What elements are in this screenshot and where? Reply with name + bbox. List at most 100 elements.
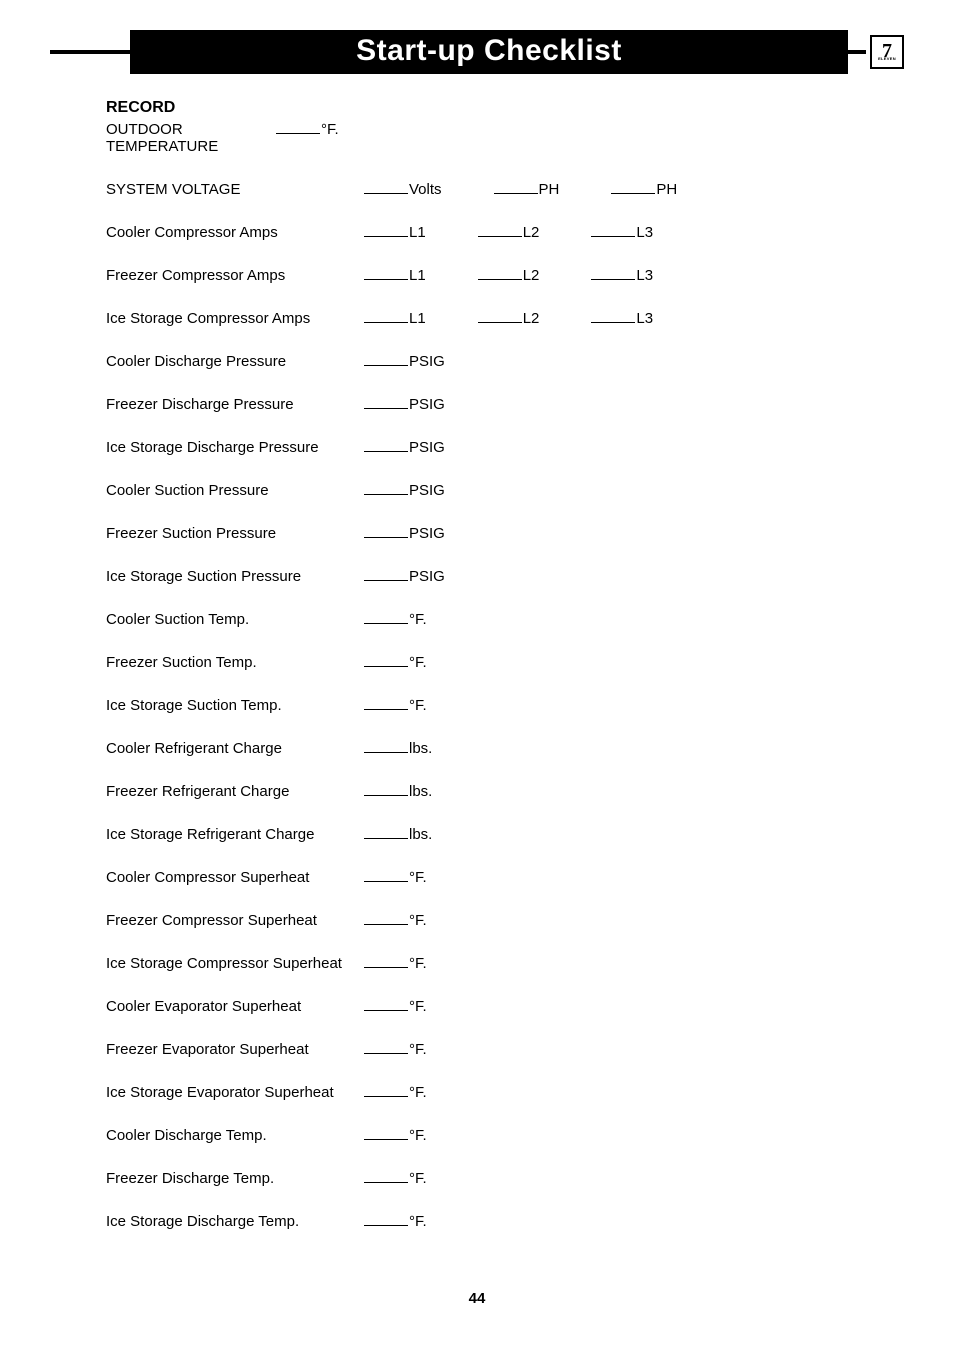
- row-label: Cooler Refrigerant Charge: [106, 740, 364, 757]
- blank-line: [364, 1082, 408, 1097]
- unit-label: PSIG: [409, 568, 445, 585]
- unit-label: PH: [656, 181, 677, 198]
- unit-label: PSIG: [409, 525, 445, 542]
- row-label: Freezer Suction Pressure: [106, 525, 364, 542]
- unit-label: lbs.: [409, 740, 432, 757]
- blank-line: [276, 119, 320, 134]
- row-outdoor-temp: OUTDOOR TEMPERATURE °F.: [106, 119, 882, 155]
- title-right-rule: [848, 50, 866, 54]
- blank-line: [364, 523, 408, 538]
- content-area: RECORD OUTDOOR TEMPERATURE °F. SYSTEM VO…: [50, 98, 904, 1230]
- field-group: °F.: [364, 910, 427, 929]
- row-label: Ice Storage Suction Temp.: [106, 697, 364, 714]
- data-row: Cooler Compressor Superheat°F.: [106, 867, 882, 886]
- unit-label: L2: [523, 310, 540, 327]
- row-label: Freezer Discharge Temp.: [106, 1170, 364, 1187]
- field-group: °F.: [364, 1211, 427, 1230]
- unit-label: °F.: [409, 912, 427, 929]
- field-group: PSIG: [364, 523, 445, 542]
- blank-line: [591, 222, 635, 237]
- blank-line: [591, 265, 635, 280]
- row-label: OUTDOOR TEMPERATURE: [106, 121, 276, 155]
- page-container: Start-up Checklist 7 ELEVEN RECORD OUTDO…: [0, 0, 954, 1347]
- blank-line: [364, 1168, 408, 1183]
- unit-label: lbs.: [409, 783, 432, 800]
- blank-line: [364, 738, 408, 753]
- unit-label: °F.: [409, 955, 427, 972]
- row-label: Cooler Discharge Temp.: [106, 1127, 364, 1144]
- unit-label: °F.: [321, 121, 339, 138]
- logo-eleven: ELEVEN: [878, 56, 896, 61]
- field-group: °F.: [364, 1082, 427, 1101]
- row-label: Ice Storage Refrigerant Charge: [106, 826, 364, 843]
- blank-line: [478, 308, 522, 323]
- title-bar: Start-up Checklist 7 ELEVEN: [50, 30, 904, 74]
- title-left-rule: [50, 50, 130, 54]
- data-row: Freezer Refrigerant Chargelbs.: [106, 781, 882, 800]
- unit-label: L1: [409, 267, 426, 284]
- data-row: Freezer Discharge Temp.°F.: [106, 1168, 882, 1187]
- unit-label: °F.: [409, 998, 427, 1015]
- row-label: Freezer Evaporator Superheat: [106, 1041, 364, 1058]
- blank-line: [364, 953, 408, 968]
- unit-label: °F.: [409, 1213, 427, 1230]
- field-group: L1L2L3: [364, 222, 653, 241]
- title-right-group: 7 ELEVEN: [848, 35, 904, 69]
- data-row: Cooler Suction PressurePSIG: [106, 480, 882, 499]
- data-row: Cooler Suction Temp. °F.: [106, 609, 882, 628]
- field-group: °F.: [364, 996, 427, 1015]
- data-row: Ice Storage Discharge PressurePSIG: [106, 437, 882, 456]
- data-row: Ice Storage Refrigerant Chargelbs.: [106, 824, 882, 843]
- blank-line: [364, 394, 408, 409]
- data-row: Ice Storage Compressor AmpsL1L2L3: [106, 308, 882, 327]
- unit-label: °F.: [409, 1127, 427, 1144]
- field-group: lbs.: [364, 738, 432, 757]
- blank-line: [611, 179, 655, 194]
- data-row: Cooler Evaporator Superheat °F.: [106, 996, 882, 1015]
- unit-label: °F.: [409, 697, 427, 714]
- data-row: Freezer Compressor AmpsL1L2L3: [106, 265, 882, 284]
- blank-line: [478, 265, 522, 280]
- page-number: 44: [50, 1290, 904, 1307]
- unit-label: L3: [636, 224, 653, 241]
- field-group: L1L2L3: [364, 308, 653, 327]
- row-label: Cooler Evaporator Superheat: [106, 998, 364, 1015]
- row-label: Freezer Compressor Amps: [106, 267, 364, 284]
- blank-line: [591, 308, 635, 323]
- blank-line: [364, 222, 408, 237]
- unit-label: PSIG: [409, 396, 445, 413]
- blank-line: [364, 1211, 408, 1226]
- data-row: Freezer Compressor Superheat°F.: [106, 910, 882, 929]
- data-row: Cooler Refrigerant Charge lbs.: [106, 738, 882, 757]
- section-heading: RECORD: [106, 98, 882, 119]
- unit-label: °F.: [409, 1084, 427, 1101]
- unit-label: Volts: [409, 181, 442, 198]
- blank-line: [364, 781, 408, 796]
- unit-label: °F.: [409, 654, 427, 671]
- blank-line: [364, 179, 408, 194]
- unit-label: PSIG: [409, 482, 445, 499]
- row-label: Ice Storage Discharge Temp.: [106, 1213, 364, 1230]
- row-label: Ice Storage Compressor Superheat: [106, 955, 364, 972]
- blank-line: [478, 222, 522, 237]
- row-label: Ice Storage Evaporator Superheat: [106, 1084, 364, 1101]
- field-group: °F.: [276, 119, 339, 138]
- row-label: Ice Storage Compressor Amps: [106, 310, 364, 327]
- row-label: Cooler Compressor Amps: [106, 224, 364, 241]
- data-row: Freezer Discharge PressurePSIG: [106, 394, 882, 413]
- data-row: Cooler Discharge Temp. °F.: [106, 1125, 882, 1144]
- field-group: PSIG: [364, 394, 445, 413]
- seven-eleven-logo-icon: 7 ELEVEN: [870, 35, 904, 69]
- data-row: Freezer Suction Temp.°F.: [106, 652, 882, 671]
- unit-label: °F.: [409, 869, 427, 886]
- blank-line: [494, 179, 538, 194]
- row-label: Cooler Suction Temp.: [106, 611, 364, 628]
- unit-label: L2: [523, 267, 540, 284]
- unit-label: L1: [409, 224, 426, 241]
- field-group: PSIG: [364, 437, 445, 456]
- data-row: Cooler Discharge PressurePSIG: [106, 351, 882, 370]
- data-row: Freezer Suction Pressure PSIG: [106, 523, 882, 542]
- row-label: SYSTEM VOLTAGE: [106, 181, 364, 198]
- blank-line: [364, 566, 408, 581]
- unit-label: °F.: [409, 611, 427, 628]
